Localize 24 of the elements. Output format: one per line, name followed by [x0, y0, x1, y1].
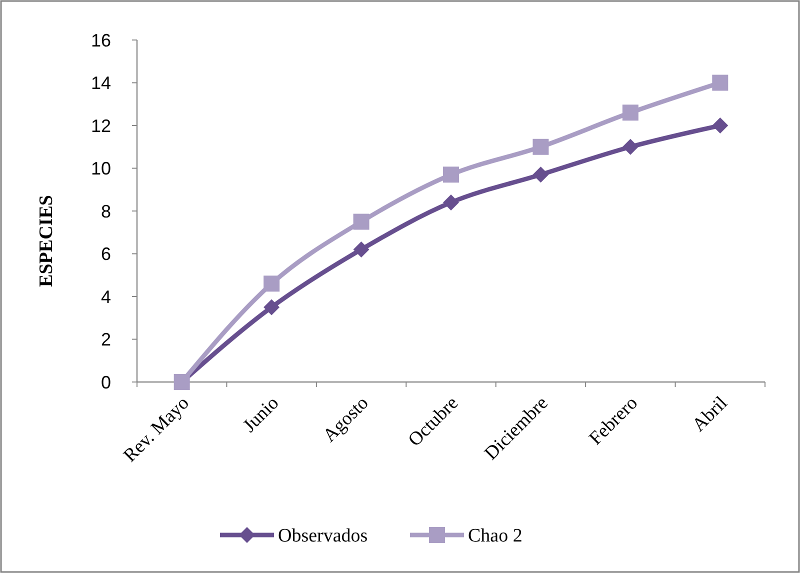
y-tick-label: 8	[100, 201, 111, 222]
point	[353, 241, 370, 258]
point	[712, 118, 728, 134]
y-tick-label: 14	[90, 73, 111, 94]
y-tick-label: 6	[100, 244, 111, 264]
point	[353, 214, 370, 230]
point	[264, 276, 280, 292]
y-tick-label: 2	[100, 330, 111, 350]
point	[622, 104, 638, 121]
y-axis-title: ESPECIES	[36, 195, 57, 287]
y-tick-label: 4	[100, 286, 111, 307]
legend-label: Chao 2	[468, 526, 522, 547]
point	[264, 299, 280, 316]
y-tick-label: 10	[90, 158, 111, 179]
y-tick-label: 12	[90, 116, 111, 136]
point	[443, 194, 459, 210]
y-tick-label: 16	[90, 30, 111, 50]
y-tick-label: 0	[100, 372, 111, 392]
legend-label: Observados	[278, 526, 368, 547]
point	[532, 138, 549, 155]
point	[712, 74, 728, 91]
point	[443, 166, 459, 183]
point	[622, 138, 638, 155]
point	[532, 166, 549, 183]
